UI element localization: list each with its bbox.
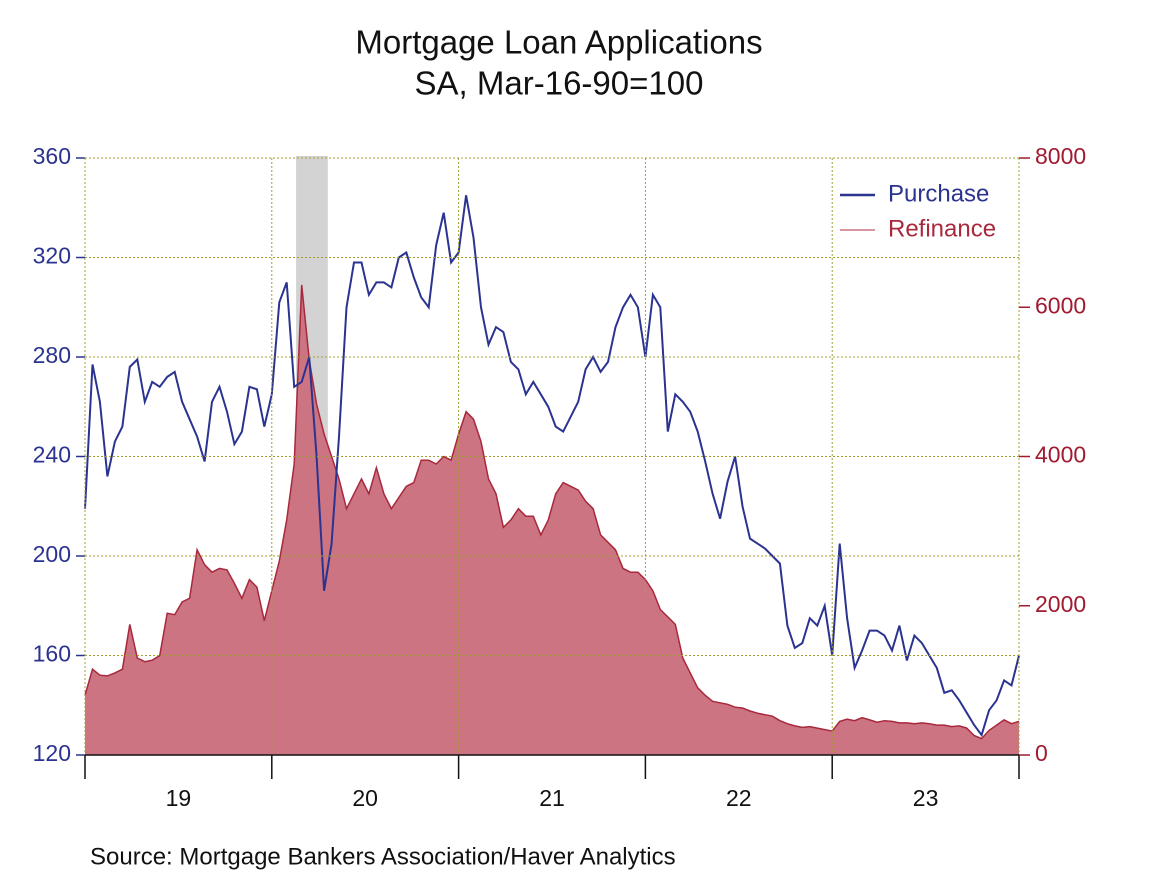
y-tick-label: 240	[33, 442, 71, 468]
series-line	[84, 284, 1020, 740]
x-tick-label: 21	[539, 785, 565, 811]
y2-tick-label: 0	[1035, 740, 1048, 766]
legend-label: Purchase	[888, 180, 989, 207]
legend-label: Refinance	[888, 215, 996, 242]
chart-title: Mortgage Loan Applications	[355, 24, 762, 61]
y-tick-label: 320	[33, 243, 71, 269]
y-tick-label: 200	[33, 541, 71, 567]
x-tick-label: 20	[352, 785, 378, 811]
y-tick-label: 120	[33, 740, 71, 766]
x-tick-label: 22	[726, 785, 752, 811]
chart-subtitle: SA, Mar-16-90=100	[415, 65, 704, 102]
y-tick-label: 360	[33, 143, 71, 169]
y-tick-label: 280	[33, 342, 71, 368]
source-note: Source: Mortgage Bankers Association/Hav…	[90, 843, 676, 870]
x-tick-label: 23	[913, 785, 939, 811]
series-area	[85, 284, 1019, 755]
series-line	[84, 195, 1020, 738]
y2-tick-label: 6000	[1035, 292, 1086, 318]
y2-tick-label: 4000	[1035, 442, 1086, 468]
y2-tick-label: 2000	[1035, 591, 1086, 617]
x-tick-label: 19	[166, 785, 192, 811]
y-tick-label: 160	[33, 641, 71, 667]
y2-tick-label: 8000	[1035, 143, 1086, 169]
